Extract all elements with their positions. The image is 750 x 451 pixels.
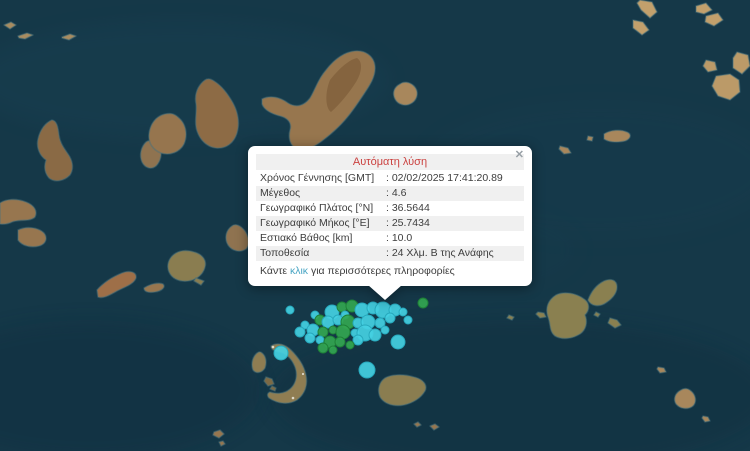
islet	[218, 440, 226, 447]
islet	[61, 33, 77, 41]
popup-footer: Κάντε κλικ για περισσότερες πληροφορίες	[260, 264, 520, 279]
row-value: : 25.7434	[386, 217, 430, 229]
earthquake-marker[interactable]	[285, 305, 295, 315]
earthquake-marker[interactable]	[352, 334, 364, 346]
row-value: : 10.0	[386, 232, 413, 244]
earthquake-marker[interactable]	[317, 342, 329, 354]
islet	[701, 415, 711, 423]
popup-row: Γεωγραφικό Μήκος [°E] : 25.7434	[256, 216, 524, 231]
island	[546, 292, 590, 340]
row-label: Γεωγραφικό Μήκος [°E]	[260, 217, 370, 229]
islet	[269, 385, 277, 392]
popup-row: Χρόνος Γέννησης [GMT] : 02/02/2025 17:41:…	[256, 171, 524, 186]
islet	[413, 421, 422, 428]
row-label: Εστιακό Βάθος [km]	[260, 232, 353, 244]
earthquake-marker[interactable]	[417, 297, 429, 309]
earthquake-marker[interactable]	[334, 336, 346, 348]
popup-title: Αυτόματη λύση	[256, 154, 524, 170]
town-speck	[301, 372, 305, 376]
island	[0, 198, 37, 225]
earthquake-marker[interactable]	[390, 334, 406, 350]
earthquake-marker[interactable]	[336, 301, 348, 313]
town-speck	[271, 345, 275, 349]
island	[251, 351, 267, 374]
islet	[695, 2, 713, 15]
islet	[535, 311, 547, 319]
island-ridge	[326, 58, 362, 112]
row-value: : 4.6	[386, 187, 407, 199]
islet	[586, 135, 594, 142]
islet	[607, 317, 622, 329]
island	[225, 224, 250, 252]
footer-prefix: Κάντε	[260, 265, 290, 277]
islet	[603, 129, 631, 143]
footer-suffix: για περισσότερες πληροφορίες	[308, 265, 455, 277]
islet	[656, 366, 667, 374]
islet	[143, 282, 165, 294]
earthquake-marker[interactable]	[398, 307, 408, 317]
islet	[3, 21, 17, 30]
earthquake-marker[interactable]	[380, 325, 390, 335]
row-label: Γεωγραφικό Πλάτος [°N]	[260, 202, 374, 214]
island	[194, 78, 240, 149]
islet	[593, 311, 601, 318]
row-label: Μέγεθος	[260, 187, 301, 199]
island	[266, 343, 308, 404]
earthquake-marker[interactable]	[304, 332, 316, 344]
island	[148, 112, 187, 155]
earthquake-marker[interactable]	[328, 345, 338, 355]
earthquake-marker[interactable]	[403, 315, 413, 325]
earthquake-marker[interactable]	[368, 328, 382, 342]
islet	[193, 277, 205, 286]
islet	[702, 59, 718, 73]
island	[587, 278, 618, 307]
earthquake-marker[interactable]	[358, 361, 376, 379]
popup-rows: Χρόνος Γέννησης [GMT] : 02/02/2025 17:41:…	[256, 171, 524, 261]
more-info-link[interactable]: κλικ	[289, 265, 309, 277]
island	[17, 226, 47, 248]
earthquake-marker[interactable]	[317, 326, 329, 338]
islet	[506, 314, 515, 321]
island	[732, 51, 750, 75]
island	[673, 387, 697, 410]
popup-row: Γεωγραφικό Πλάτος [°N] : 36.5644	[256, 201, 524, 216]
row-value: : 36.5644	[386, 202, 430, 214]
islet	[263, 376, 275, 387]
islet	[429, 423, 440, 431]
island	[167, 249, 207, 282]
close-icon[interactable]: ✕	[514, 149, 524, 161]
island	[96, 270, 137, 299]
earthquake-info-popup: ✕ Αυτόματη λύση Χρόνος Γέννησης [GMT] : 0…	[248, 146, 532, 300]
town-speck	[291, 396, 295, 400]
earthquake-marker[interactable]	[374, 317, 386, 329]
row-label: Τοποθεσία	[260, 247, 310, 259]
island	[36, 119, 74, 182]
row-label: Χρόνος Γέννησης [GMT]	[260, 172, 375, 184]
popup-row: Τοποθεσία : 24 Χλμ. Β της Ανάφης	[256, 246, 524, 261]
popup-row: Εστιακό Βάθος [km] : 10.0	[256, 231, 524, 246]
row-value: : 02/02/2025 17:41:20.89	[386, 172, 503, 184]
earthquake-marker[interactable]	[384, 312, 396, 324]
islet	[558, 145, 572, 155]
islet	[212, 429, 225, 439]
islet	[17, 32, 34, 40]
row-value: : 24 Χλμ. Β της Ανάφης	[386, 247, 494, 259]
popup-pointer	[368, 285, 402, 300]
earthquake-marker[interactable]	[345, 340, 355, 350]
earthquake-marker[interactable]	[273, 345, 289, 361]
island	[392, 81, 418, 106]
popup-row: Μέγεθος : 4.6	[256, 186, 524, 201]
earthquake-marker[interactable]	[294, 326, 306, 338]
islet	[704, 12, 724, 27]
island	[711, 73, 741, 101]
islet	[632, 19, 650, 36]
islet	[636, 0, 658, 19]
island	[377, 374, 427, 407]
